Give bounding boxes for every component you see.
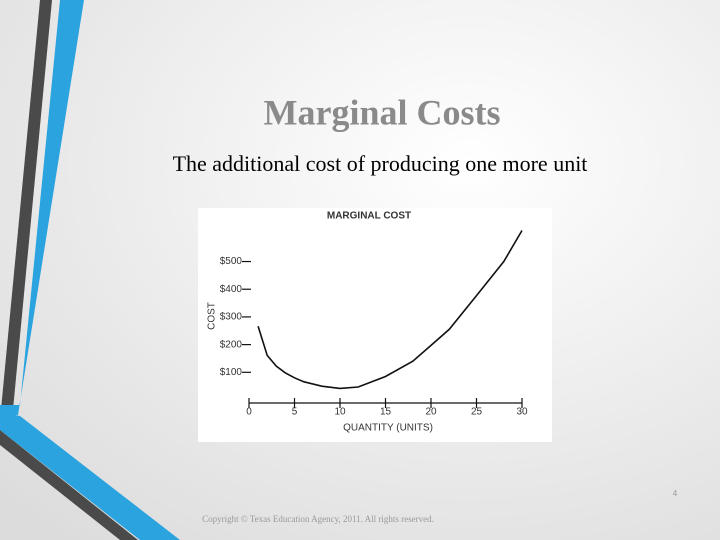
y-tick-label: $200 — [220, 339, 243, 350]
x-tick-label: 25 — [471, 407, 483, 418]
y-tick-label: $400 — [220, 284, 243, 295]
x-tick-label: 0 — [246, 407, 252, 418]
x-tick-label: 30 — [516, 407, 528, 418]
stripe-dark — [0, 0, 52, 420]
chart-title: MARGINAL COST — [327, 211, 411, 222]
x-tick-label: 10 — [334, 407, 346, 418]
stripe-blue-bottom — [0, 412, 180, 540]
x-tick-label: 15 — [380, 407, 392, 418]
y-tick-label: $500 — [220, 256, 243, 267]
x-tick-label: 20 — [425, 407, 437, 418]
page-number: 4 — [673, 489, 678, 498]
slide-title: Marginal Costs — [264, 92, 501, 132]
slide-subtitle: The additional cost of producing one mor… — [173, 151, 588, 176]
x-axis-label: QUANTITY (UNITS) — [343, 423, 433, 434]
line — [257, 230, 523, 390]
chart: MARGINAL COST QUANTITY (UNITS) COST 0 5 10… — [198, 208, 552, 442]
stripe-blue — [0, 0, 84, 415]
footer: Copyright © Texas Education Agency, 2011… — [202, 514, 434, 524]
y-tick-label: $300 — [220, 312, 243, 323]
stripe-dark-bottom — [0, 430, 138, 540]
y-tick-label: $100 — [220, 367, 243, 378]
y-axis-label: COST — [207, 302, 218, 330]
x-tick-label: 5 — [292, 407, 298, 418]
